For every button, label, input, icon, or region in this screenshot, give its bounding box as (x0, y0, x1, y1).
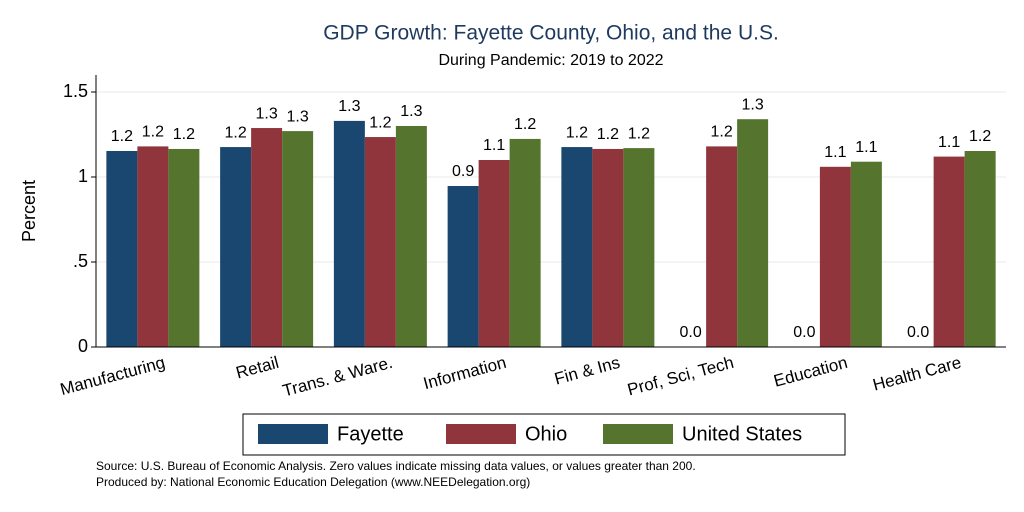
value-label: 0.0 (793, 324, 815, 341)
value-label: 0.9 (452, 163, 474, 180)
source-note: Source: U.S. Bureau of Economic Analysis… (96, 459, 696, 473)
value-label: 1.2 (173, 126, 195, 143)
chart-subtitle: During Pandemic: 2019 to 2022 (438, 52, 663, 69)
value-label: 1.2 (142, 124, 164, 141)
bar (964, 150, 996, 347)
value-label: 1.2 (369, 114, 391, 131)
bar (592, 148, 624, 347)
y-axis-label: Percent (19, 180, 39, 242)
value-label: 1.3 (338, 98, 360, 115)
value-label: 1.1 (483, 137, 505, 154)
value-label: 1.3 (742, 96, 764, 113)
bar (251, 128, 283, 347)
legend-label: United States (682, 423, 802, 445)
bar (282, 131, 314, 347)
value-label: 1.2 (566, 124, 588, 141)
value-label: 1.3 (400, 103, 422, 120)
y-tick-label: 1 (78, 166, 88, 186)
bar (364, 137, 396, 347)
value-label: 1.3 (287, 108, 309, 125)
value-label: 1.3 (256, 105, 278, 122)
bar (623, 148, 655, 347)
source-note: Produced by: National Economic Education… (96, 475, 530, 489)
bar (509, 138, 541, 347)
y-tick-label: .5 (73, 251, 88, 271)
value-label: 1.1 (938, 134, 960, 151)
bar (706, 146, 738, 347)
bar (850, 161, 882, 347)
bar (561, 147, 593, 347)
value-label: 1.2 (111, 128, 133, 145)
value-label: 1.2 (969, 128, 991, 145)
legend-box (242, 413, 846, 456)
bar (168, 148, 200, 347)
bar (819, 166, 851, 347)
bar (737, 119, 769, 347)
legend-label: Ohio (525, 423, 567, 445)
bar (933, 156, 965, 347)
value-label: 1.2 (225, 124, 247, 141)
legend-label: Fayette (337, 423, 404, 445)
bar (333, 120, 365, 348)
value-label: 1.2 (514, 116, 536, 133)
bar (395, 126, 427, 347)
value-label: 1.1 (824, 144, 846, 161)
y-tick-label: 1.5 (63, 81, 88, 101)
value-label: 0.0 (907, 324, 929, 341)
bar (137, 146, 169, 347)
bar (447, 186, 479, 347)
legend-swatch (603, 424, 673, 444)
value-label: 0.0 (680, 324, 702, 341)
chart-title: GDP Growth: Fayette County, Ohio, and th… (323, 22, 779, 45)
value-label: 1.2 (711, 124, 733, 141)
bar (220, 147, 252, 347)
value-label: 1.2 (597, 126, 619, 143)
bar (478, 160, 510, 347)
value-label: 1.1 (855, 139, 877, 156)
legend-swatch (446, 424, 516, 444)
bar (106, 150, 138, 347)
value-label: 1.2 (628, 125, 650, 142)
legend-swatch (258, 424, 328, 444)
y-tick-label: 0 (78, 336, 88, 356)
